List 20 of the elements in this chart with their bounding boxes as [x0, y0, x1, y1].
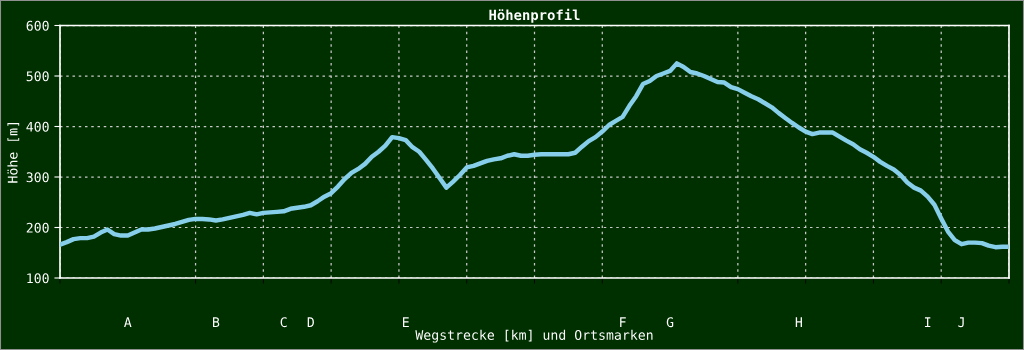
y-tick-label: 200: [26, 222, 49, 233]
x-tick-label: D: [307, 317, 314, 327]
x-tick-label: A: [124, 317, 132, 327]
y-tick-label: 500: [26, 71, 49, 82]
y-tick-label: 600: [26, 20, 49, 31]
x-tick-label: I: [924, 317, 931, 327]
y-tick-label: 300: [26, 172, 49, 183]
y-tick-label: 100: [27, 273, 49, 284]
line-series: [60, 61, 1009, 250]
x-tick-label: B: [213, 317, 220, 327]
x-tick-label: H: [795, 317, 802, 327]
chart-title: Höhenprofil: [489, 8, 580, 23]
y-tick-label: 400: [26, 121, 49, 132]
x-axis-title: Wegstrecke [km] und Ortsmarken: [415, 329, 653, 343]
x-tick-label: J: [958, 317, 964, 328]
x-tick-label: F: [620, 317, 626, 327]
y-axis-title: Höhe [m]: [7, 122, 20, 183]
x-tick-label: E: [403, 317, 409, 327]
x-tick-label: G: [666, 317, 674, 328]
x-tick-label: C: [280, 317, 287, 328]
